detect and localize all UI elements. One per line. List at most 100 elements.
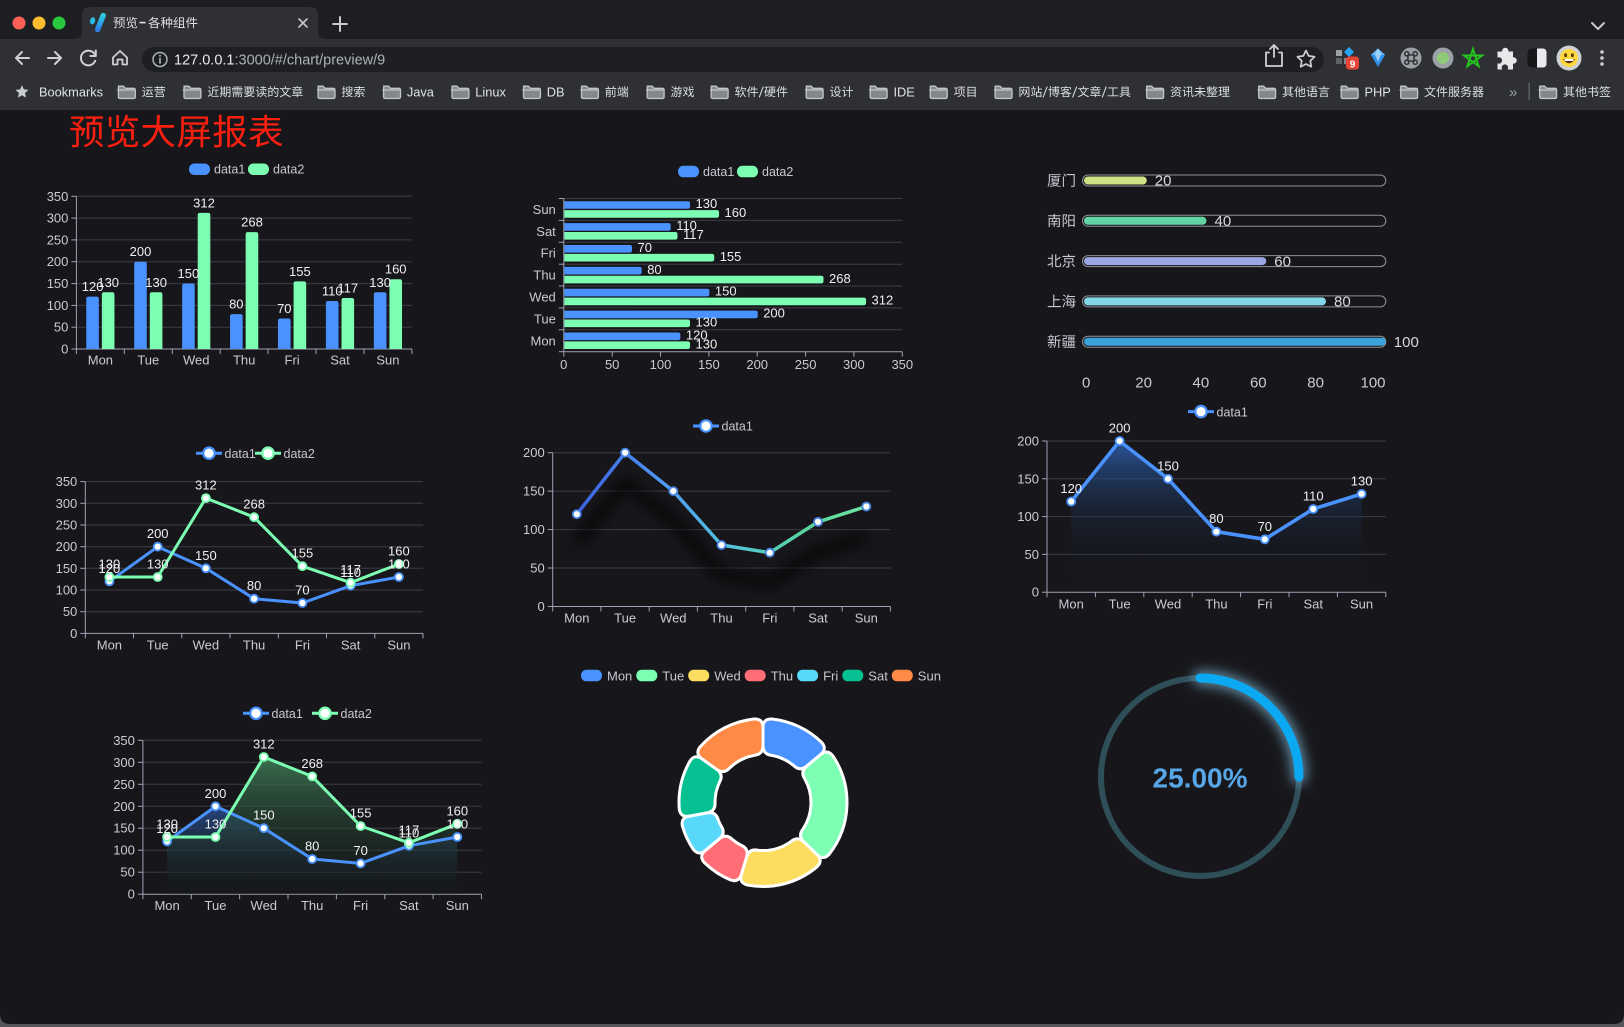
svg-text:110: 110 bbox=[399, 825, 420, 840]
svg-text:155: 155 bbox=[292, 546, 314, 561]
svg-text:50: 50 bbox=[530, 561, 544, 576]
svg-text:100: 100 bbox=[1017, 509, 1039, 524]
svg-text:Mon: Mon bbox=[607, 668, 632, 683]
svg-text:200: 200 bbox=[1017, 434, 1039, 449]
svg-text:Fri: Fri bbox=[295, 638, 310, 653]
svg-text:Bookmarks: Bookmarks bbox=[39, 85, 103, 100]
svg-text:0: 0 bbox=[1082, 375, 1090, 392]
svg-text:100: 100 bbox=[523, 522, 545, 537]
svg-text:160: 160 bbox=[385, 262, 407, 277]
svg-text:Mon: Mon bbox=[1059, 597, 1084, 612]
svg-text:130: 130 bbox=[696, 196, 718, 211]
svg-text:130: 130 bbox=[369, 275, 391, 290]
svg-text:250: 250 bbox=[56, 518, 78, 533]
svg-text:data1: data1 bbox=[1217, 405, 1248, 419]
svg-text:Sat: Sat bbox=[868, 668, 888, 683]
svg-text:80: 80 bbox=[647, 262, 661, 277]
svg-text:Sat: Sat bbox=[341, 638, 361, 653]
svg-text:250: 250 bbox=[47, 232, 69, 247]
svg-text:80: 80 bbox=[229, 297, 243, 312]
svg-text:40: 40 bbox=[1215, 213, 1232, 230]
svg-text:IDE: IDE bbox=[894, 85, 915, 100]
svg-text:70: 70 bbox=[353, 843, 367, 858]
svg-text:300: 300 bbox=[56, 496, 78, 511]
svg-text:data1: data1 bbox=[272, 707, 303, 721]
svg-text:150: 150 bbox=[698, 357, 720, 372]
svg-text:Tue: Tue bbox=[137, 353, 159, 368]
svg-text:Mon: Mon bbox=[97, 638, 122, 653]
svg-text:Tue: Tue bbox=[205, 898, 227, 913]
svg-text:130: 130 bbox=[696, 315, 718, 330]
svg-text:130: 130 bbox=[696, 336, 718, 351]
svg-text:Sat: Sat bbox=[808, 611, 828, 626]
svg-text:130: 130 bbox=[205, 817, 227, 832]
svg-text:Wed: Wed bbox=[529, 290, 556, 305]
svg-text:data1: data1 bbox=[703, 165, 734, 179]
svg-text:200: 200 bbox=[205, 786, 227, 801]
svg-text:50: 50 bbox=[1025, 547, 1039, 562]
svg-text:0: 0 bbox=[70, 626, 77, 641]
svg-text:312: 312 bbox=[195, 478, 217, 493]
svg-text:Sun: Sun bbox=[1350, 597, 1373, 612]
svg-text:data2: data2 bbox=[341, 707, 372, 721]
svg-text:150: 150 bbox=[523, 484, 545, 499]
svg-text:150: 150 bbox=[253, 808, 275, 823]
svg-text:data2: data2 bbox=[273, 163, 304, 177]
svg-text:Thu: Thu bbox=[533, 268, 555, 283]
svg-text:300: 300 bbox=[843, 357, 865, 372]
svg-text:data2: data2 bbox=[284, 447, 315, 461]
svg-text:130: 130 bbox=[147, 557, 169, 572]
svg-text:80: 80 bbox=[1307, 375, 1324, 392]
svg-text:Wed: Wed bbox=[1155, 597, 1182, 612]
svg-text:200: 200 bbox=[147, 526, 169, 541]
svg-text:Thu: Thu bbox=[243, 638, 265, 653]
svg-text:200: 200 bbox=[1109, 421, 1131, 436]
svg-text:117: 117 bbox=[399, 822, 420, 837]
svg-text:312: 312 bbox=[193, 195, 215, 210]
svg-text:350: 350 bbox=[891, 357, 913, 372]
svg-text:DB: DB bbox=[547, 85, 565, 100]
svg-text:150: 150 bbox=[1017, 471, 1039, 486]
svg-text:130: 130 bbox=[97, 275, 119, 290]
svg-text:Sun: Sun bbox=[387, 638, 410, 653]
svg-text:Mon: Mon bbox=[531, 333, 556, 348]
svg-text:Tue: Tue bbox=[534, 311, 556, 326]
svg-text:127.0.0.1:3000/#/chart/preview: 127.0.0.1:3000/#/chart/preview/9 bbox=[174, 53, 385, 69]
svg-text:20: 20 bbox=[1155, 173, 1172, 190]
svg-text:Thu: Thu bbox=[1205, 597, 1227, 612]
svg-text:50: 50 bbox=[54, 320, 68, 335]
svg-text:70: 70 bbox=[638, 240, 652, 255]
svg-text:0: 0 bbox=[560, 357, 567, 372]
svg-text:120: 120 bbox=[1060, 481, 1082, 496]
svg-text:200: 200 bbox=[56, 539, 78, 554]
svg-text:268: 268 bbox=[301, 756, 323, 771]
svg-text:Fri: Fri bbox=[762, 611, 777, 626]
svg-text:Thu: Thu bbox=[233, 353, 255, 368]
svg-text:Thu: Thu bbox=[301, 898, 323, 913]
svg-text:100: 100 bbox=[650, 357, 672, 372]
svg-text:80: 80 bbox=[1334, 294, 1351, 311]
svg-text:Fri: Fri bbox=[1257, 597, 1272, 612]
svg-text:130: 130 bbox=[145, 275, 167, 290]
svg-text:0: 0 bbox=[1032, 585, 1039, 600]
svg-text:data1: data1 bbox=[214, 163, 245, 177]
svg-text:100: 100 bbox=[1360, 375, 1385, 392]
svg-text:Sun: Sun bbox=[446, 898, 469, 913]
svg-text:268: 268 bbox=[243, 497, 265, 512]
svg-text:80: 80 bbox=[247, 578, 261, 593]
svg-text:250: 250 bbox=[795, 357, 817, 372]
svg-text:110: 110 bbox=[322, 284, 343, 299]
svg-text:312: 312 bbox=[253, 737, 275, 752]
svg-text:data2: data2 bbox=[762, 165, 793, 179]
svg-text:Mon: Mon bbox=[564, 611, 589, 626]
svg-text:data1: data1 bbox=[722, 420, 753, 434]
svg-text:70: 70 bbox=[1258, 519, 1272, 534]
svg-text:Mon: Mon bbox=[88, 353, 113, 368]
svg-text:Fri: Fri bbox=[353, 898, 368, 913]
svg-text:Tue: Tue bbox=[614, 611, 636, 626]
svg-text:70: 70 bbox=[295, 583, 309, 598]
svg-text:50: 50 bbox=[605, 357, 619, 372]
svg-text:80: 80 bbox=[305, 839, 319, 854]
svg-text:Wed: Wed bbox=[193, 638, 220, 653]
svg-text:155: 155 bbox=[720, 249, 742, 264]
